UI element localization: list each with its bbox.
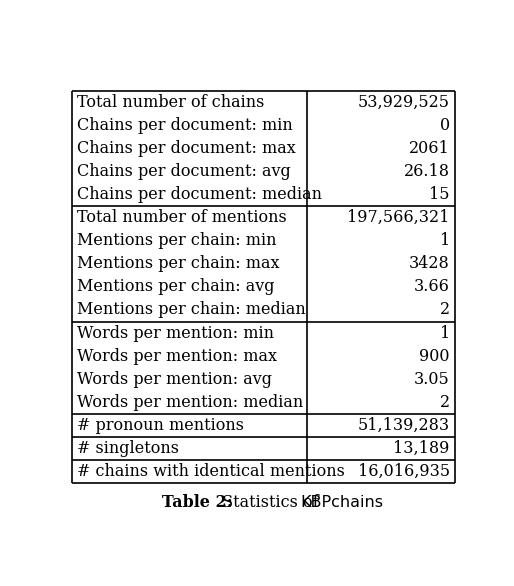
Text: Statistics of: Statistics of (217, 494, 324, 511)
Text: Table 2:: Table 2: (162, 494, 233, 511)
Text: Words per mention: min: Words per mention: min (77, 325, 274, 342)
Text: # pronoun mentions: # pronoun mentions (77, 417, 244, 434)
Text: 197,566,321: 197,566,321 (347, 209, 450, 226)
Text: Mentions per chain: max: Mentions per chain: max (77, 255, 280, 272)
Text: Chains per document: avg: Chains per document: avg (77, 163, 291, 180)
Text: 3428: 3428 (409, 255, 450, 272)
Text: 13,189: 13,189 (394, 440, 450, 457)
Text: KBPchains: KBPchains (300, 495, 383, 510)
Text: Chains per document: min: Chains per document: min (77, 117, 293, 134)
Text: 16,016,935: 16,016,935 (358, 463, 450, 480)
Text: 1: 1 (439, 325, 450, 342)
Text: Chains per document: max: Chains per document: max (77, 140, 296, 157)
Text: Words per mention: max: Words per mention: max (77, 347, 277, 364)
Text: 1: 1 (439, 232, 450, 249)
Text: 3.66: 3.66 (414, 278, 450, 295)
Text: 3.05: 3.05 (414, 371, 450, 388)
Text: 900: 900 (419, 347, 450, 364)
Text: 2: 2 (440, 302, 450, 319)
Text: 15: 15 (429, 186, 450, 203)
Text: # singletons: # singletons (77, 440, 179, 457)
Text: 26.18: 26.18 (404, 163, 450, 180)
Text: Words per mention: avg: Words per mention: avg (77, 371, 272, 388)
Text: 51,139,283: 51,139,283 (358, 417, 450, 434)
Text: Mentions per chain: median: Mentions per chain: median (77, 302, 306, 319)
Text: Total number of mentions: Total number of mentions (77, 209, 287, 226)
Text: 2: 2 (440, 394, 450, 411)
Text: 2061: 2061 (409, 140, 450, 157)
Text: # chains with identical mentions: # chains with identical mentions (77, 463, 345, 480)
Text: 0: 0 (440, 117, 450, 134)
Text: Mentions per chain: avg: Mentions per chain: avg (77, 278, 274, 295)
Text: 53,929,525: 53,929,525 (358, 94, 450, 111)
Text: Chains per document: median: Chains per document: median (77, 186, 322, 203)
Text: Total number of chains: Total number of chains (77, 94, 264, 111)
Text: Mentions per chain: min: Mentions per chain: min (77, 232, 277, 249)
Text: Words per mention: median: Words per mention: median (77, 394, 303, 411)
